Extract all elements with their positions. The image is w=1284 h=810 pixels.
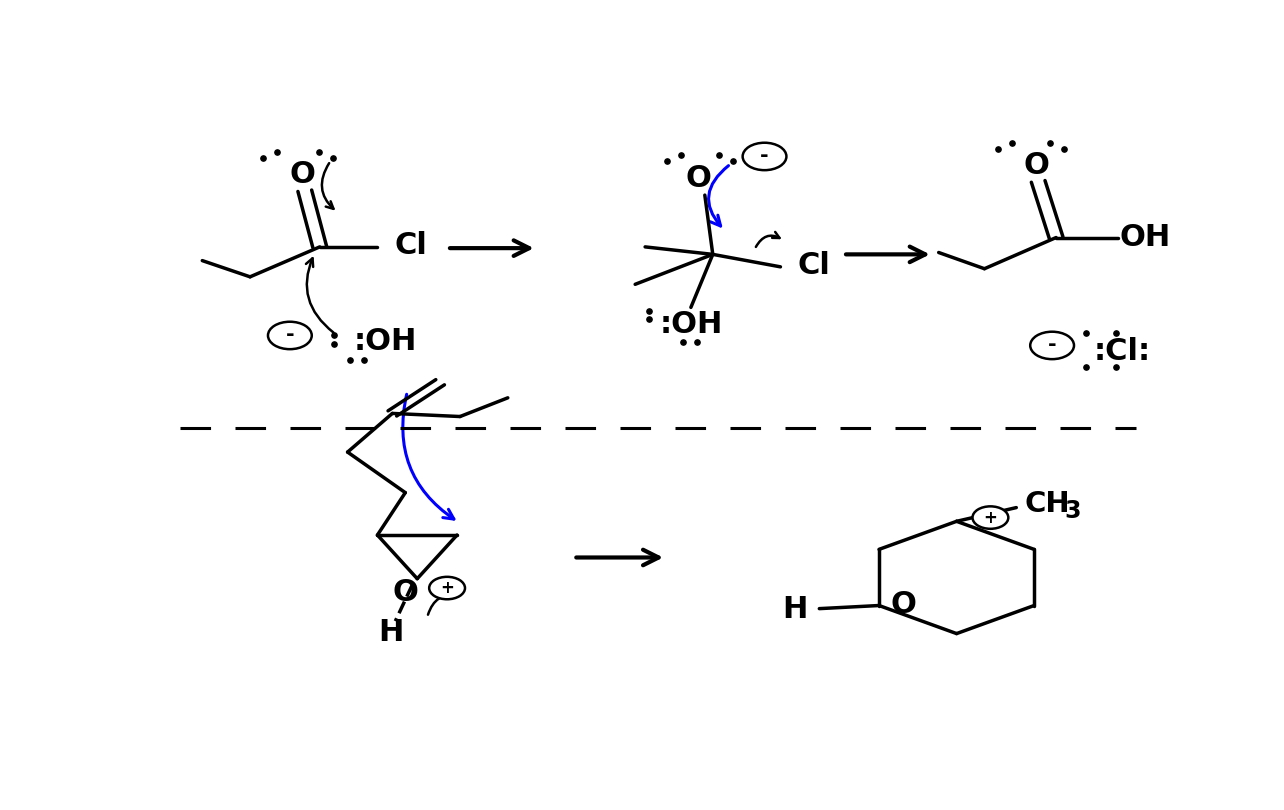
Text: +: +: [440, 579, 455, 597]
Text: :OH: :OH: [353, 327, 417, 356]
Text: Cl: Cl: [394, 231, 428, 260]
Text: -: -: [760, 147, 769, 166]
Circle shape: [429, 577, 465, 599]
Text: :Cl:: :Cl:: [1094, 337, 1150, 366]
Text: O: O: [686, 164, 711, 194]
Text: OH: OH: [1120, 223, 1171, 252]
Text: O: O: [891, 590, 917, 619]
Circle shape: [1030, 332, 1073, 359]
Circle shape: [742, 143, 786, 170]
Text: 3: 3: [1064, 499, 1081, 523]
Circle shape: [972, 506, 1008, 529]
Text: CH: CH: [1025, 490, 1070, 518]
Text: O: O: [1023, 151, 1049, 180]
Circle shape: [268, 322, 312, 349]
Text: H: H: [379, 618, 404, 647]
Text: +: +: [984, 509, 998, 526]
Text: -: -: [285, 326, 294, 345]
Text: H: H: [782, 595, 808, 625]
Text: :OH: :OH: [659, 310, 723, 339]
Text: O: O: [290, 160, 316, 189]
Text: O: O: [393, 578, 419, 607]
Text: Cl: Cl: [797, 251, 831, 280]
Text: -: -: [1048, 335, 1057, 356]
